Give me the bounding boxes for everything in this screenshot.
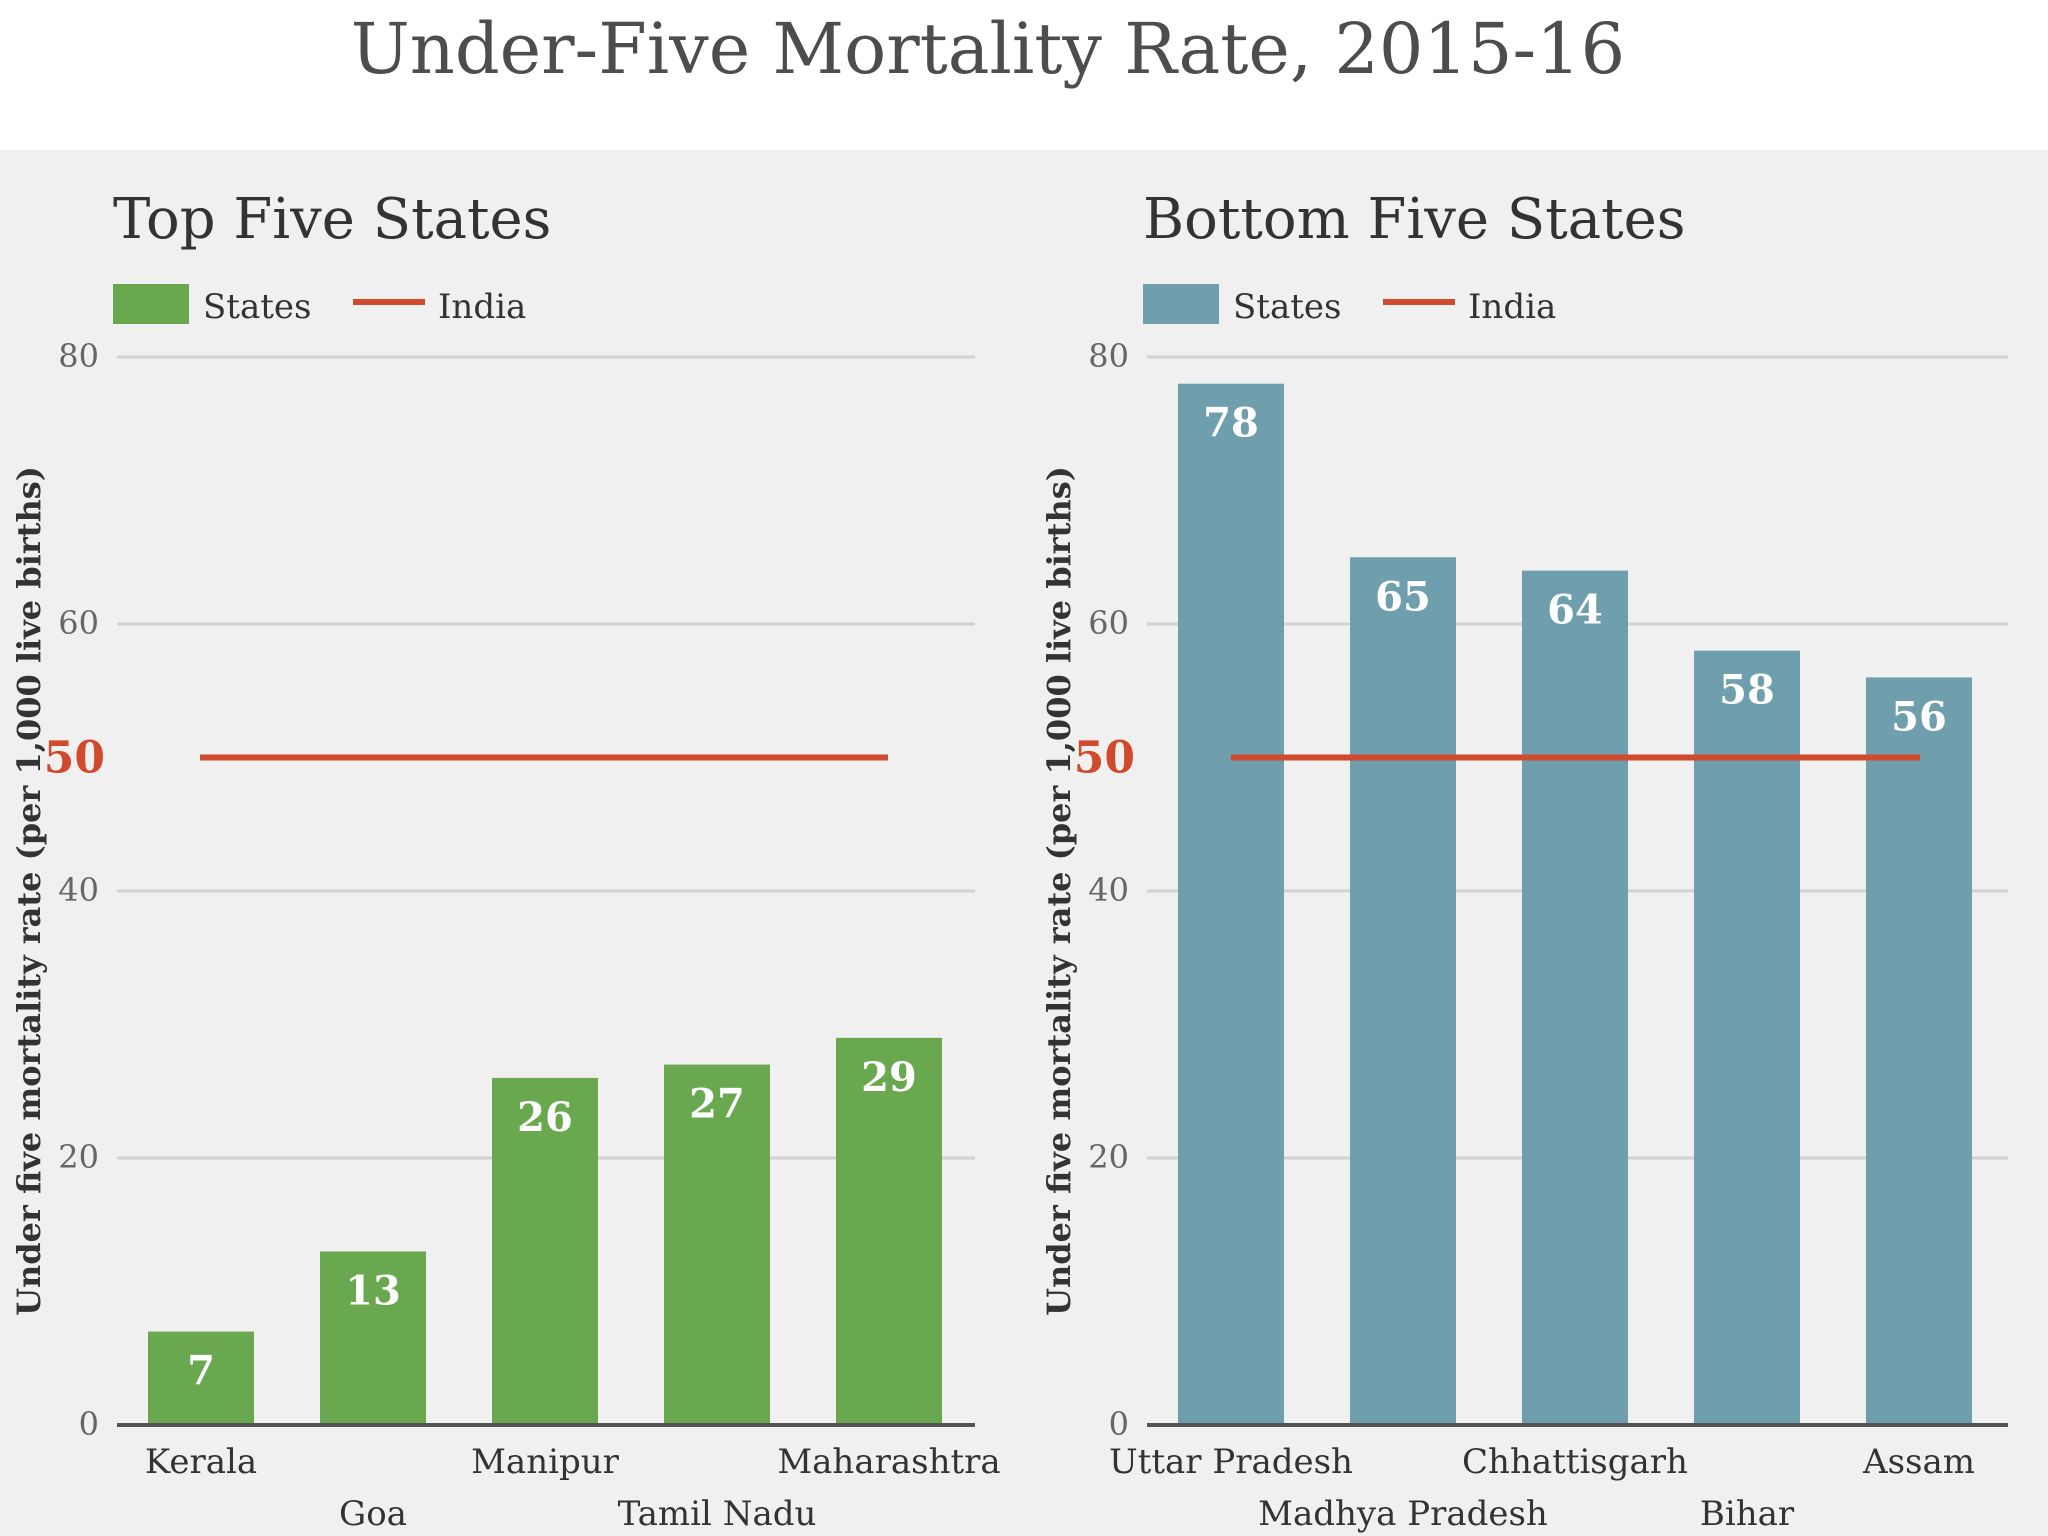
bar-value-label: 64 [1547, 587, 1603, 634]
x-category-label: Assam [1862, 1442, 1975, 1482]
y-tick-label: 0 [1109, 1405, 1129, 1443]
x-category-label: Manipur [471, 1442, 620, 1482]
x-category-label: Tamil Nadu [618, 1494, 817, 1534]
bar-value-label: 13 [345, 1267, 401, 1314]
x-category-label: Uttar Pradesh [1109, 1442, 1353, 1482]
x-category-label: Chhattisgarh [1462, 1442, 1688, 1482]
bar-value-label: 58 [1719, 667, 1775, 714]
bar-value-label: 26 [517, 1094, 573, 1141]
y-axis-title: Under five mortality rate (per 1,000 liv… [1040, 466, 1078, 1316]
bar-value-label: 65 [1375, 573, 1431, 620]
india-reference-value-label: 50 [1074, 733, 1135, 784]
y-tick-label: 40 [1088, 871, 1129, 909]
charts-container: Top Five States States India 0 20 40 60 80 Under… [10, 187, 2008, 1534]
chart-main-title: Under-Five Mortality Rate, 2015-16 [351, 8, 1625, 90]
legend-india-label: India [438, 287, 526, 327]
x-category-label: Bihar [1700, 1494, 1795, 1534]
y-tick-label: 20 [1088, 1138, 1129, 1176]
bar [664, 1064, 770, 1425]
x-category-label: Madhya Pradesh [1258, 1494, 1548, 1534]
bar [320, 1251, 426, 1425]
chart-title: Bottom Five States [1143, 187, 1685, 252]
legend-states-swatch [1143, 284, 1219, 324]
legend-states-label: States [203, 287, 311, 327]
chart-title: Top Five States [113, 187, 551, 252]
bar-value-label: 29 [861, 1054, 917, 1101]
bar-value-label: 78 [1203, 400, 1259, 447]
bar [1178, 383, 1284, 1426]
y-tick-label: 40 [58, 871, 99, 909]
bar [492, 1077, 598, 1425]
y-tick-label: 80 [58, 337, 99, 375]
bar [1522, 570, 1628, 1425]
bar-value-label: 7 [187, 1348, 215, 1395]
y-tick-label: 80 [1088, 337, 1129, 375]
bar [1694, 650, 1800, 1425]
bar [1866, 677, 1972, 1425]
y-axis-title: Under five mortality rate (per 1,000 liv… [10, 466, 48, 1316]
y-tick-label: 60 [58, 604, 99, 642]
chart-top-five: Top Five States States India 0 20 40 60 80 Under… [10, 187, 1001, 1534]
chart-bottom-five: Bottom Five States States India 0 20 40 60 80 Un… [1040, 187, 2008, 1534]
legend-india-label: India [1468, 287, 1556, 327]
india-reference-value-label: 50 [44, 733, 105, 784]
legend-states-label: States [1233, 287, 1341, 327]
bar-value-label: 27 [689, 1081, 745, 1128]
x-category-label: Kerala [145, 1442, 257, 1482]
y-tick-label: 0 [79, 1405, 99, 1443]
legend-states-swatch [113, 284, 189, 324]
bar-value-label: 56 [1891, 693, 1947, 740]
x-category-label: Goa [339, 1494, 407, 1534]
bar [148, 1331, 254, 1425]
bar [1350, 557, 1456, 1425]
y-tick-label: 60 [1088, 604, 1129, 642]
x-category-label: Maharashtra [777, 1442, 1000, 1482]
y-tick-label: 20 [58, 1138, 99, 1176]
bar [836, 1037, 942, 1425]
